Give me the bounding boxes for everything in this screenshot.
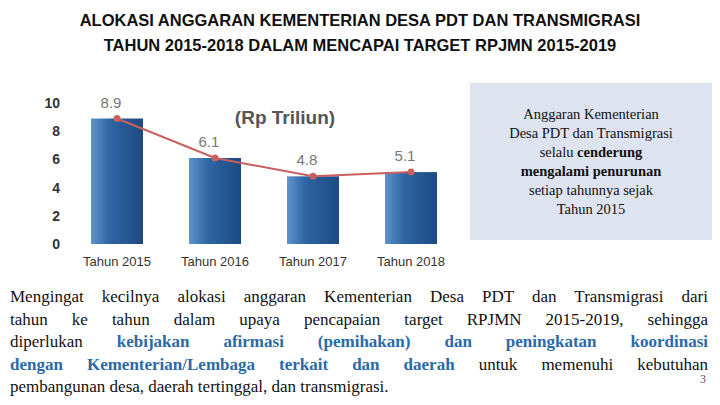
bar	[385, 172, 437, 244]
y-tick-label: 6	[52, 151, 60, 167]
y-tick-label: 10	[44, 95, 60, 111]
text-segment: cenderung	[577, 144, 642, 160]
text-line: dengan Kementerian/Lembaga terkait dan d…	[10, 354, 708, 377]
unit-label: (Rp Triliun)	[235, 107, 335, 128]
text-segment: setiap tahunnya sejak	[529, 182, 653, 198]
text-line: tahun ke tahun dalam upaya pencapaian ta…	[10, 309, 708, 332]
y-tick-label: 8	[52, 123, 60, 139]
trend-line	[117, 119, 411, 177]
text-segment: kebijakan afirmasi (pemihakan) dan penin…	[117, 332, 708, 351]
marker	[114, 115, 121, 122]
title-line: ALOKASI ANGGARAN KEMENTERIAN DESA PDT DA…	[0, 8, 720, 33]
text-segment: untuk memenuhi kebutuhan	[455, 355, 708, 374]
text-segment: selalu	[540, 144, 577, 160]
chart: 0 2 4 6 8 10 (Rp Triliun) 8.9 6.1 4.8 5.1 Tahun 201…	[0, 80, 465, 275]
bar	[91, 119, 143, 244]
text-segment: Desa PDT dan Transmigrasi	[509, 125, 673, 141]
plot-area	[91, 115, 437, 244]
title: ALOKASI ANGGARAN KEMENTERIAN DESA PDT DA…	[0, 8, 720, 58]
text-line: diperlukan kebijakan afirmasi (pemihakan…	[10, 331, 708, 354]
text-segment: Mengingat kecilnya alokasi anggaran Keme…	[10, 287, 708, 306]
text-line: Tahun 2015	[470, 200, 712, 219]
x-tick-label: Tahun 2017	[279, 254, 347, 269]
x-tick-label: Tahun 2016	[181, 254, 249, 269]
x-tick-label: Tahun 2015	[83, 254, 151, 269]
data-label: 5.1	[395, 147, 416, 164]
text-segment: diperlukan	[10, 332, 117, 351]
text-segment: mengalami penurunan	[521, 163, 662, 179]
bar	[287, 176, 339, 244]
bar	[189, 158, 241, 244]
text-line: Desa PDT dan Transmigrasi	[470, 124, 712, 143]
paragraph: Mengingat kecilnya alokasi anggaran Keme…	[10, 286, 708, 399]
text-line: pembangunan desa, daerah tertinggal, dan…	[10, 376, 708, 399]
y-tick-label: 4	[52, 180, 60, 196]
y-tick-label: 2	[52, 208, 60, 224]
text-line: Mengingat kecilnya alokasi anggaran Keme…	[10, 286, 708, 309]
text-line: setiap tahunnya sejak	[470, 181, 712, 200]
text-segment: Anggaran Kementerian	[523, 106, 659, 122]
text-segment: Tahun 2015	[557, 201, 626, 217]
data-label: 4.8	[297, 151, 318, 168]
marker	[408, 169, 415, 176]
title-line: TAHUN 2015-2018 DALAM MENCAPAI TARGET RP…	[0, 33, 720, 58]
note-box: Anggaran Kementerian Desa PDT dan Transmi…	[470, 83, 712, 240]
marker	[310, 173, 317, 180]
x-tick-label: Tahun 2018	[377, 254, 445, 269]
data-label: 8.9	[101, 94, 122, 111]
text-segment: pembangunan desa, daerah tertinggal, dan…	[10, 377, 389, 396]
text-line: Anggaran Kementerian	[470, 105, 712, 124]
page-number: 3	[700, 372, 706, 387]
text-line: selalu cenderung	[470, 143, 712, 162]
text-segment: tahun ke tahun dalam upaya pencapaian ta…	[10, 310, 708, 329]
text-line: mengalami penurunan	[470, 162, 712, 181]
y-tick-label: 0	[52, 236, 60, 252]
marker	[212, 154, 219, 161]
text-segment: dengan Kementerian/Lembaga terkait dan d…	[10, 355, 455, 374]
data-label: 6.1	[199, 133, 220, 150]
